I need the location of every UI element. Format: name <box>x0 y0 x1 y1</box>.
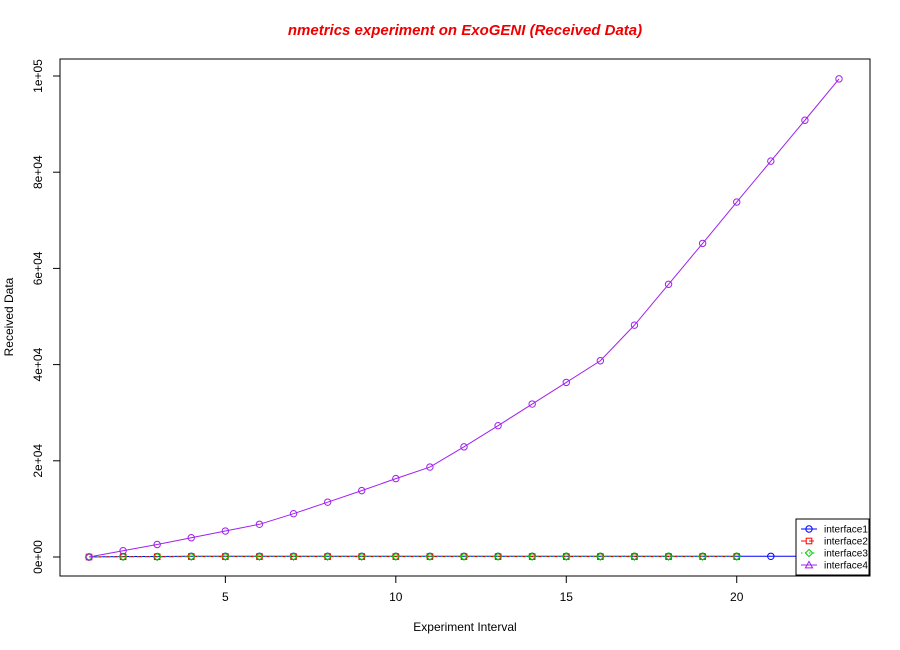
data-point <box>255 520 264 528</box>
y-tick-label: 4e+04 <box>31 347 45 381</box>
legend-label: interface3 <box>824 549 868 560</box>
data-point <box>767 157 775 165</box>
data-point <box>733 198 741 206</box>
x-tick-label: 5 <box>222 590 229 604</box>
data-point <box>596 552 605 561</box>
data-point <box>528 400 536 408</box>
data-point <box>221 527 230 535</box>
data-point <box>698 552 707 561</box>
data-point <box>664 280 673 288</box>
data-point <box>630 321 639 329</box>
data-point <box>391 552 401 561</box>
series-layer <box>84 75 843 562</box>
x-axis-label: Experiment Interval <box>413 620 516 634</box>
data-point <box>357 552 367 561</box>
y-tick-label: 2e+04 <box>31 444 45 478</box>
y-tick-label: 8e+04 <box>31 155 45 189</box>
data-point <box>459 552 469 561</box>
x-tick-label: 20 <box>730 590 744 604</box>
data-point <box>835 75 843 83</box>
series-interface3 <box>84 552 742 562</box>
legend-item: interface1 <box>801 525 868 536</box>
data-point <box>561 552 571 561</box>
y-tick-label: 0e+00 <box>31 540 45 574</box>
data-point <box>118 552 128 562</box>
data-point <box>805 537 813 545</box>
data-point <box>119 547 127 555</box>
data-point <box>801 116 809 124</box>
data-point <box>255 552 264 561</box>
data-point <box>732 552 742 561</box>
data-point <box>527 552 537 561</box>
chart-title: nmetrics experiment on ExoGENI (Received… <box>288 22 642 39</box>
data-point <box>494 421 502 430</box>
y-tick-label: 1e+05 <box>31 59 45 93</box>
data-point <box>289 552 298 561</box>
legend-item: interface2 <box>801 537 868 548</box>
data-point <box>392 474 400 483</box>
data-point <box>289 510 298 518</box>
x-axis: 5 10 15 20 <box>222 575 744 604</box>
data-point <box>323 552 332 561</box>
data-point <box>804 560 814 569</box>
data-point <box>596 357 605 365</box>
data-point <box>152 552 162 562</box>
data-point <box>425 552 435 561</box>
series-line <box>88 78 840 558</box>
data-point <box>805 525 813 533</box>
legend-item: interface4 <box>801 560 868 572</box>
data-point <box>804 548 814 558</box>
data-point <box>493 552 503 561</box>
plot-area <box>59 58 871 577</box>
y-tick-label: 6e+04 <box>31 251 45 285</box>
data-point <box>664 552 673 561</box>
x-tick-label: 10 <box>389 590 403 604</box>
legend-label: interface2 <box>824 537 868 548</box>
series-interface4 <box>85 75 843 561</box>
data-point <box>85 553 93 561</box>
data-point <box>187 534 195 542</box>
legend-label: interface1 <box>824 525 868 536</box>
data-point <box>460 443 468 451</box>
data-point <box>186 552 196 561</box>
legend-box <box>795 518 870 576</box>
legend-item: interface3 <box>801 549 868 560</box>
data-point <box>562 378 570 387</box>
data-point <box>153 540 161 549</box>
data-point <box>426 463 434 471</box>
data-point <box>358 486 366 495</box>
data-point <box>323 498 332 506</box>
data-point <box>698 239 707 248</box>
x-tick-label: 15 <box>560 590 574 604</box>
y-axis-label: Received Data <box>2 277 16 356</box>
legend-label: interface4 <box>824 561 868 572</box>
data-point <box>630 552 639 561</box>
data-point <box>767 552 775 560</box>
y-axis: 0e+00 2e+04 4e+04 6e+04 8e+04 1e+05 <box>31 59 61 574</box>
data-point <box>221 552 230 561</box>
